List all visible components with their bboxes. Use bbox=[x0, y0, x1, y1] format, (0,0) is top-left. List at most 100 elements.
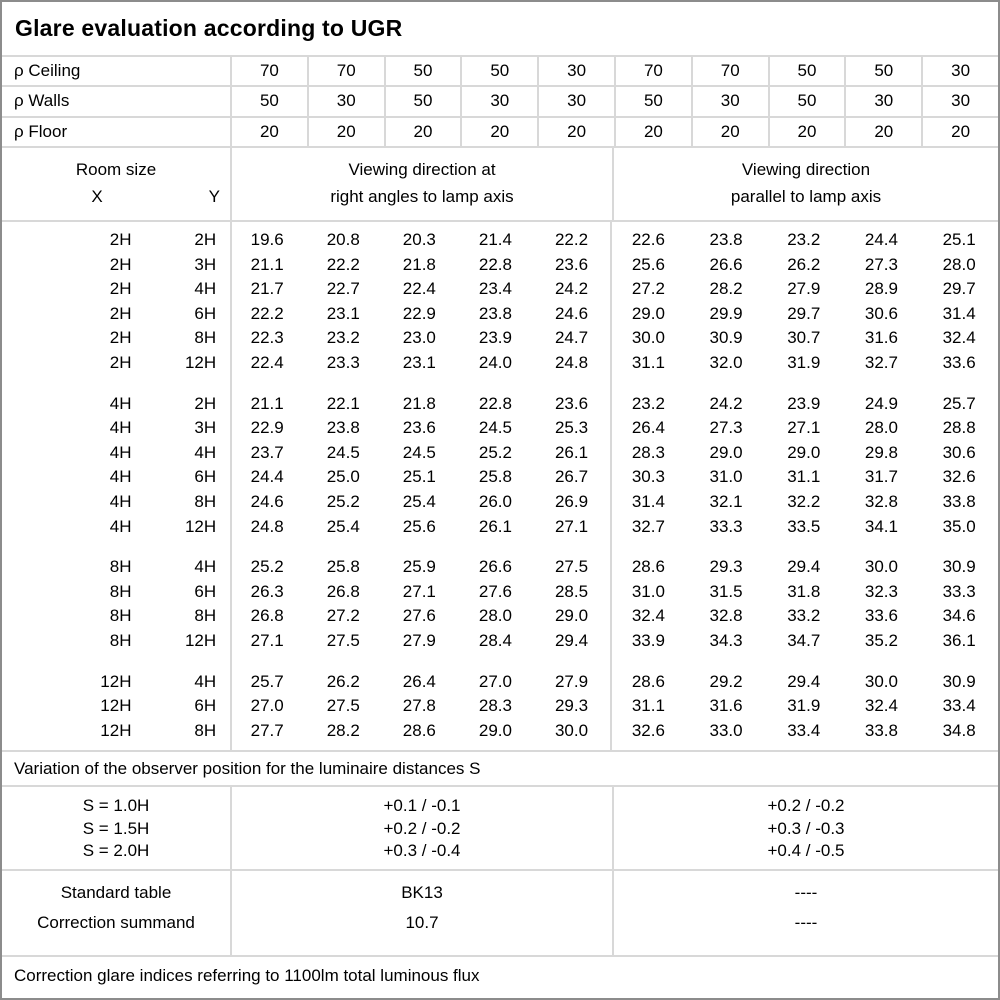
room-block-2h: 2H 2H 19.6 20.8 20.3 21.4 22.2 22.6 23.8 23.2 24.4… bbox=[2, 228, 998, 376]
ugr-value-cell: 29.9 bbox=[709, 303, 743, 323]
ugr-value-cell: 23.9 bbox=[787, 393, 821, 413]
ugr-value-cell: 25.2 bbox=[250, 557, 284, 577]
title-row: Glare evaluation according to UGR bbox=[2, 2, 998, 57]
summary-perpendicular: BK13 10.7 bbox=[230, 871, 612, 955]
ugr-value-cell: 29.2 bbox=[709, 671, 743, 691]
ugr-value-cell: 24.9 bbox=[864, 393, 898, 413]
ugr-value-cell: 22.8 bbox=[478, 393, 512, 413]
ugr-value-cell: 27.6 bbox=[478, 581, 512, 601]
ugr-value-cell: 30.9 bbox=[942, 671, 976, 691]
ugr-value-cell: 23.8 bbox=[326, 418, 360, 438]
ugr-value-cell: 31.9 bbox=[787, 352, 821, 372]
ugr-value-cell: 25.7 bbox=[250, 671, 284, 691]
ugr-value-cell: 25.6 bbox=[402, 516, 436, 536]
ugr-value-cell: 31.7 bbox=[864, 467, 898, 487]
ugr-value-cell: 25.8 bbox=[326, 557, 360, 577]
room-x-cell: 4H bbox=[109, 393, 132, 413]
ugr-value-cell: 28.9 bbox=[864, 279, 898, 299]
ugr-value-cell: 25.0 bbox=[326, 467, 360, 487]
ugr-value-cell: 29.7 bbox=[942, 279, 976, 299]
table-row: 2H 4H 21.7 22.7 22.4 23.4 24.2 27.2 28.2 27.9 28.9… bbox=[2, 277, 998, 302]
ugr-value-cell: 21.4 bbox=[478, 230, 512, 249]
ugr-value-cell: 26.4 bbox=[402, 671, 436, 691]
reflectance-value-cell: 30 bbox=[537, 87, 614, 116]
table-row: 12H 8H 27.7 28.2 28.6 29.0 30.0 32.6 33.0 33.4 33.… bbox=[2, 719, 998, 744]
ugr-data-table: 2H 2H 19.6 20.8 20.3 21.4 22.2 22.6 23.8 23.2 24.4… bbox=[2, 222, 998, 752]
ugr-value-cell: 21.1 bbox=[250, 254, 284, 274]
ugr-value-cell: 22.9 bbox=[402, 303, 436, 323]
reflectance-row: ρ Ceiling 70 70 50 50 30 70 70 50 50 30 bbox=[2, 57, 998, 86]
summary-parallel: ---- ---- bbox=[612, 871, 998, 955]
reflectance-value-cell: 30 bbox=[460, 87, 537, 116]
s-variation-value: +0.2 / -0.2 bbox=[767, 796, 845, 815]
ugr-value-cell: 33.8 bbox=[942, 491, 976, 511]
ugr-value-cell: 32.6 bbox=[942, 467, 976, 487]
ugr-value-cell: 33.2 bbox=[787, 606, 821, 626]
ugr-value-cell: 23.2 bbox=[787, 230, 821, 249]
ugr-value-cell: 30.0 bbox=[864, 671, 898, 691]
ugr-value-cell: 32.8 bbox=[864, 491, 898, 511]
standard-table-value: ---- bbox=[794, 883, 818, 902]
reflectance-value-cell: 50 bbox=[230, 87, 307, 116]
ugr-value-cell: 28.0 bbox=[864, 418, 898, 438]
ugr-value-cell: 29.3 bbox=[554, 696, 589, 716]
ugr-value-cell: 32.7 bbox=[864, 352, 898, 372]
ugr-value-cell: 24.4 bbox=[864, 230, 898, 249]
room-y-cell: 12H bbox=[184, 516, 217, 536]
ugr-value-cell: 27.3 bbox=[709, 418, 743, 438]
room-size-header: Room size X Y bbox=[2, 148, 230, 220]
reflectance-value-cell: 50 bbox=[383, 57, 461, 86]
room-y-cell: 4H bbox=[194, 671, 217, 691]
footer-note-text: Correction glare indices referring to 11… bbox=[14, 966, 480, 985]
perpendicular-direction-header: Viewing direction at right angles to lam… bbox=[230, 148, 612, 220]
room-y-cell: 2H bbox=[194, 393, 217, 413]
ugr-value-cell: 33.3 bbox=[942, 581, 976, 601]
ugr-value-cell: 33.6 bbox=[864, 606, 898, 626]
ugr-value-cell: 32.3 bbox=[864, 581, 898, 601]
ugr-value-cell: 29.0 bbox=[478, 720, 512, 740]
ugr-value-cell: 32.4 bbox=[942, 328, 976, 348]
ugr-value-cell: 34.3 bbox=[709, 630, 743, 650]
ugr-value-cell: 25.3 bbox=[554, 418, 589, 438]
column-group-header: Room size X Y Viewing direction at right… bbox=[2, 148, 998, 222]
ugr-value-cell: 31.1 bbox=[787, 467, 821, 487]
ugr-value-cell: 26.2 bbox=[787, 254, 821, 274]
reflectance-value-cell: 70 bbox=[230, 57, 307, 86]
ugr-value-cell: 24.6 bbox=[250, 491, 284, 511]
reflectance-row: ρ Floor 20 20 20 20 20 20 20 20 20 20 bbox=[2, 115, 998, 146]
table-row: 8H 6H 26.3 26.8 27.1 27.6 28.5 31.0 31.5 31.8 32.3… bbox=[2, 580, 998, 605]
ugr-value-cell: 21.8 bbox=[402, 254, 436, 274]
ugr-value-cell: 27.2 bbox=[326, 606, 360, 626]
ugr-value-cell: 30.9 bbox=[942, 557, 976, 577]
parallel-header-line1: Viewing direction bbox=[741, 160, 871, 179]
ugr-value-cell: 33.5 bbox=[787, 516, 821, 536]
ugr-value-cell: 27.5 bbox=[326, 630, 360, 650]
reflectance-value-cell: 50 bbox=[614, 87, 691, 116]
room-x-cell: 12H bbox=[100, 671, 132, 691]
room-x-cell: 2H bbox=[109, 230, 132, 249]
ugr-value-cell: 26.1 bbox=[554, 442, 589, 462]
ugr-value-cell: 33.0 bbox=[709, 720, 743, 740]
ugr-value-cell: 31.4 bbox=[942, 303, 976, 323]
reflectance-table: ρ Ceiling 70 70 50 50 30 70 70 50 50 30 … bbox=[2, 57, 998, 148]
ugr-value-cell: 32.2 bbox=[787, 491, 821, 511]
ugr-value-cell: 32.6 bbox=[631, 720, 665, 740]
room-y-cell: 8H bbox=[194, 606, 217, 626]
ugr-value-cell: 20.8 bbox=[326, 230, 360, 249]
room-x-cell: 12H bbox=[100, 720, 132, 740]
variation-note: Variation of the observer position for t… bbox=[2, 752, 998, 787]
y-axis-label: Y bbox=[208, 187, 220, 206]
ugr-value-cell: 33.8 bbox=[864, 720, 898, 740]
ugr-value-cell: 29.7 bbox=[787, 303, 821, 323]
ugr-value-cell: 35.0 bbox=[942, 516, 976, 536]
ugr-value-cell: 29.0 bbox=[709, 442, 743, 462]
room-x-cell: 2H bbox=[109, 303, 132, 323]
ugr-value-cell: 22.4 bbox=[402, 279, 436, 299]
ugr-value-cell: 26.9 bbox=[554, 491, 589, 511]
ugr-value-cell: 27.1 bbox=[250, 630, 284, 650]
ugr-value-cell: 28.4 bbox=[478, 630, 512, 650]
ugr-value-cell: 20.3 bbox=[402, 230, 436, 249]
ugr-value-cell: 27.9 bbox=[554, 671, 589, 691]
s-variation-parallel: +0.2 / -0.2 +0.3 / -0.3 +0.4 / -0.5 bbox=[612, 787, 998, 869]
table-row: 2H 8H 22.3 23.2 23.0 23.9 24.7 30.0 30.9 30.7 31.6… bbox=[2, 326, 998, 351]
